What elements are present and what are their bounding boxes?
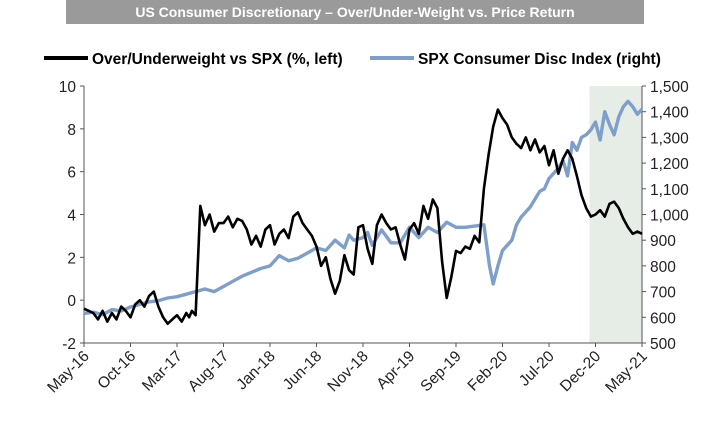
x-axis-tick-label: Jun-18 — [280, 348, 326, 394]
left-axis-tick-label: 0 — [67, 293, 76, 310]
x-axis-tick-label: Jul-20 — [516, 348, 558, 390]
left-axis-tick-label: 2 — [67, 250, 76, 267]
x-axis-tick-label: May-21 — [602, 348, 651, 397]
x-axis-tick-label: Nov-18 — [324, 348, 371, 395]
right-axis-tick-label: 500 — [650, 336, 676, 353]
legend-swatch-index — [370, 55, 414, 60]
right-axis-tick-label: 1,100 — [650, 182, 689, 199]
legend-item-overweight: Over/Underweight vs SPX (%, left) — [44, 48, 343, 72]
right-axis-tick-label: 1,400 — [650, 105, 689, 122]
right-axis-tick-label: 1,500 — [650, 79, 689, 96]
left-axis-tick-label: 10 — [59, 79, 77, 96]
left-axis-tick-label: 8 — [67, 122, 76, 139]
x-axis-tick-label: Apr-19 — [373, 348, 418, 393]
x-axis-tick-label: Dec-20 — [557, 348, 605, 396]
left-axis-tick-label: 4 — [67, 208, 76, 225]
legend-label-overweight: Over/Underweight vs SPX (%, left) — [92, 51, 343, 68]
legend-swatch-overweight — [44, 55, 88, 60]
right-axis-tick-label: 1,000 — [650, 208, 689, 225]
left-axis-tick-label: -2 — [62, 336, 76, 353]
chart-title: US Consumer Discretionary – Over/Under-W… — [66, 0, 644, 24]
legend-item-index: SPX Consumer Disc Index (right) — [370, 48, 661, 72]
x-axis-tick-label: Jan-18 — [233, 348, 279, 394]
right-axis-tick-label: 1,200 — [650, 156, 689, 173]
x-axis-tick-label: Oct-16 — [94, 348, 139, 393]
right-axis-tick-label: 700 — [650, 285, 676, 302]
x-axis-tick-label: May-16 — [44, 348, 93, 397]
right-axis-tick-label: 900 — [650, 233, 676, 250]
legend: Over/Underweight vs SPX (%, left) SPX Co… — [44, 48, 720, 72]
right-axis-tick-label: 600 — [650, 310, 676, 327]
legend-label-index: SPX Consumer Disc Index (right) — [418, 51, 661, 68]
x-axis-tick-label: Aug-17 — [185, 348, 232, 395]
right-axis-tick-label: 800 — [650, 259, 676, 276]
x-axis-tick-label: Feb-20 — [465, 348, 512, 395]
x-axis-tick-label: Mar-17 — [139, 348, 186, 395]
series-index-line — [83, 99, 644, 317]
left-axis-tick-label: 6 — [67, 165, 76, 182]
right-axis-tick-label: 1,300 — [650, 130, 689, 147]
series-overweight-line — [83, 108, 643, 326]
x-axis-tick-label: Sep-19 — [417, 348, 464, 395]
